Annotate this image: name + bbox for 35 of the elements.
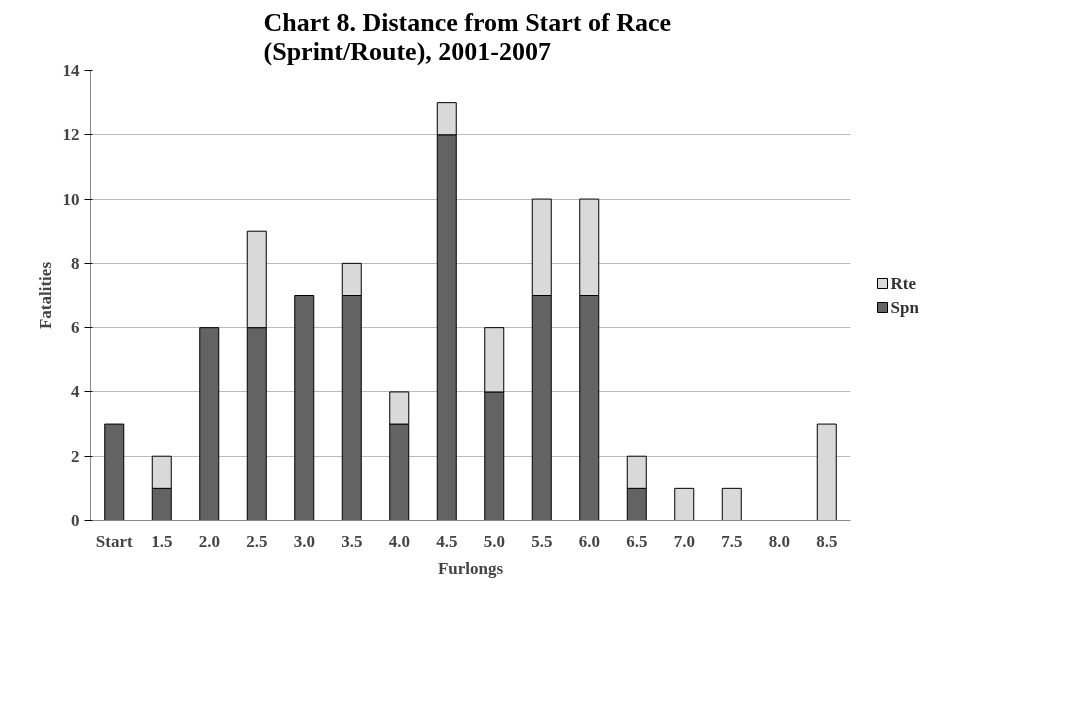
chart-title: Chart 8. Distance from Start of Race (Sprint/Route), 2001-2007: [263, 7, 671, 66]
x-tick-label: 5.5: [531, 531, 553, 551]
x-tick-label: 5.0: [483, 531, 505, 551]
x-tick-label: 7.0: [673, 531, 695, 551]
y-tick-label: 12: [62, 125, 80, 145]
y-tick-label: 6: [71, 318, 80, 338]
y-tick-label: 2: [71, 446, 80, 466]
y-tick-label: 8: [71, 253, 80, 273]
x-tick-label: 6.0: [578, 531, 600, 551]
x-tick-label: 4.5: [436, 531, 458, 551]
x-tick-label: 4.0: [388, 531, 410, 551]
y-tick-label: 10: [62, 189, 80, 209]
x-tick-label: 3.5: [341, 531, 363, 551]
x-tick-label: 1.5: [151, 531, 173, 551]
bar: [104, 423, 125, 521]
y-tick-label: 4: [71, 382, 80, 402]
x-tick-label: Start: [95, 531, 133, 551]
x-tick-label: 6.5: [626, 531, 648, 551]
x-tick-label: 2.5: [246, 531, 268, 551]
y-tick-label: 14: [62, 61, 80, 80]
x-tick-label: 7.5: [721, 531, 743, 551]
x-tick-label: 3.0: [293, 531, 315, 551]
y-axis-title: Fatalities: [35, 261, 55, 330]
bar: [816, 423, 837, 521]
legend-label: Rte: [890, 274, 917, 293]
legend-label: Spn: [890, 298, 920, 317]
x-tick-label: 8.5: [816, 531, 838, 551]
bar: [199, 327, 220, 521]
bar: [294, 295, 315, 521]
bar: [721, 487, 742, 521]
bar: [674, 487, 695, 521]
x-tick-label: 2.0: [198, 531, 220, 551]
x-tick-label: 8.0: [768, 531, 790, 551]
x-axis-title: Furlongs: [437, 558, 504, 578]
y-tick-label: 0: [71, 511, 80, 530]
